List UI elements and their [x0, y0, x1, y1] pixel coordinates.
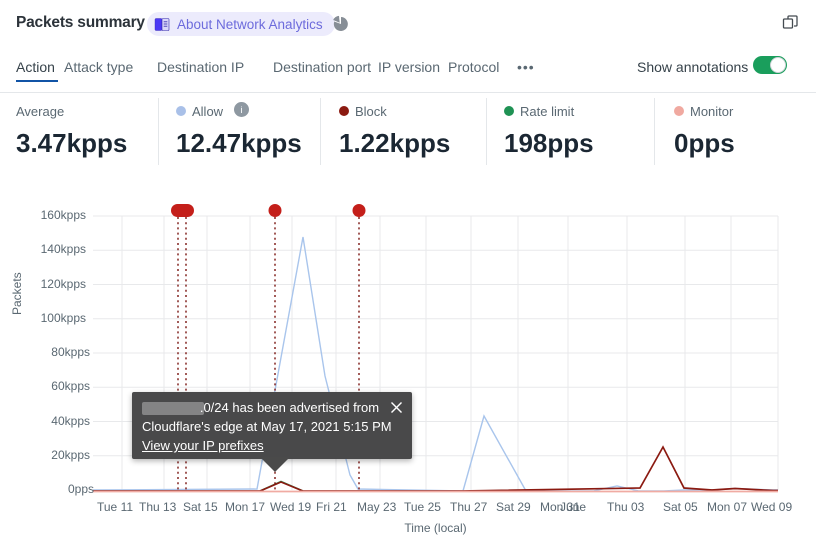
svg-text:i: i [240, 105, 242, 116]
